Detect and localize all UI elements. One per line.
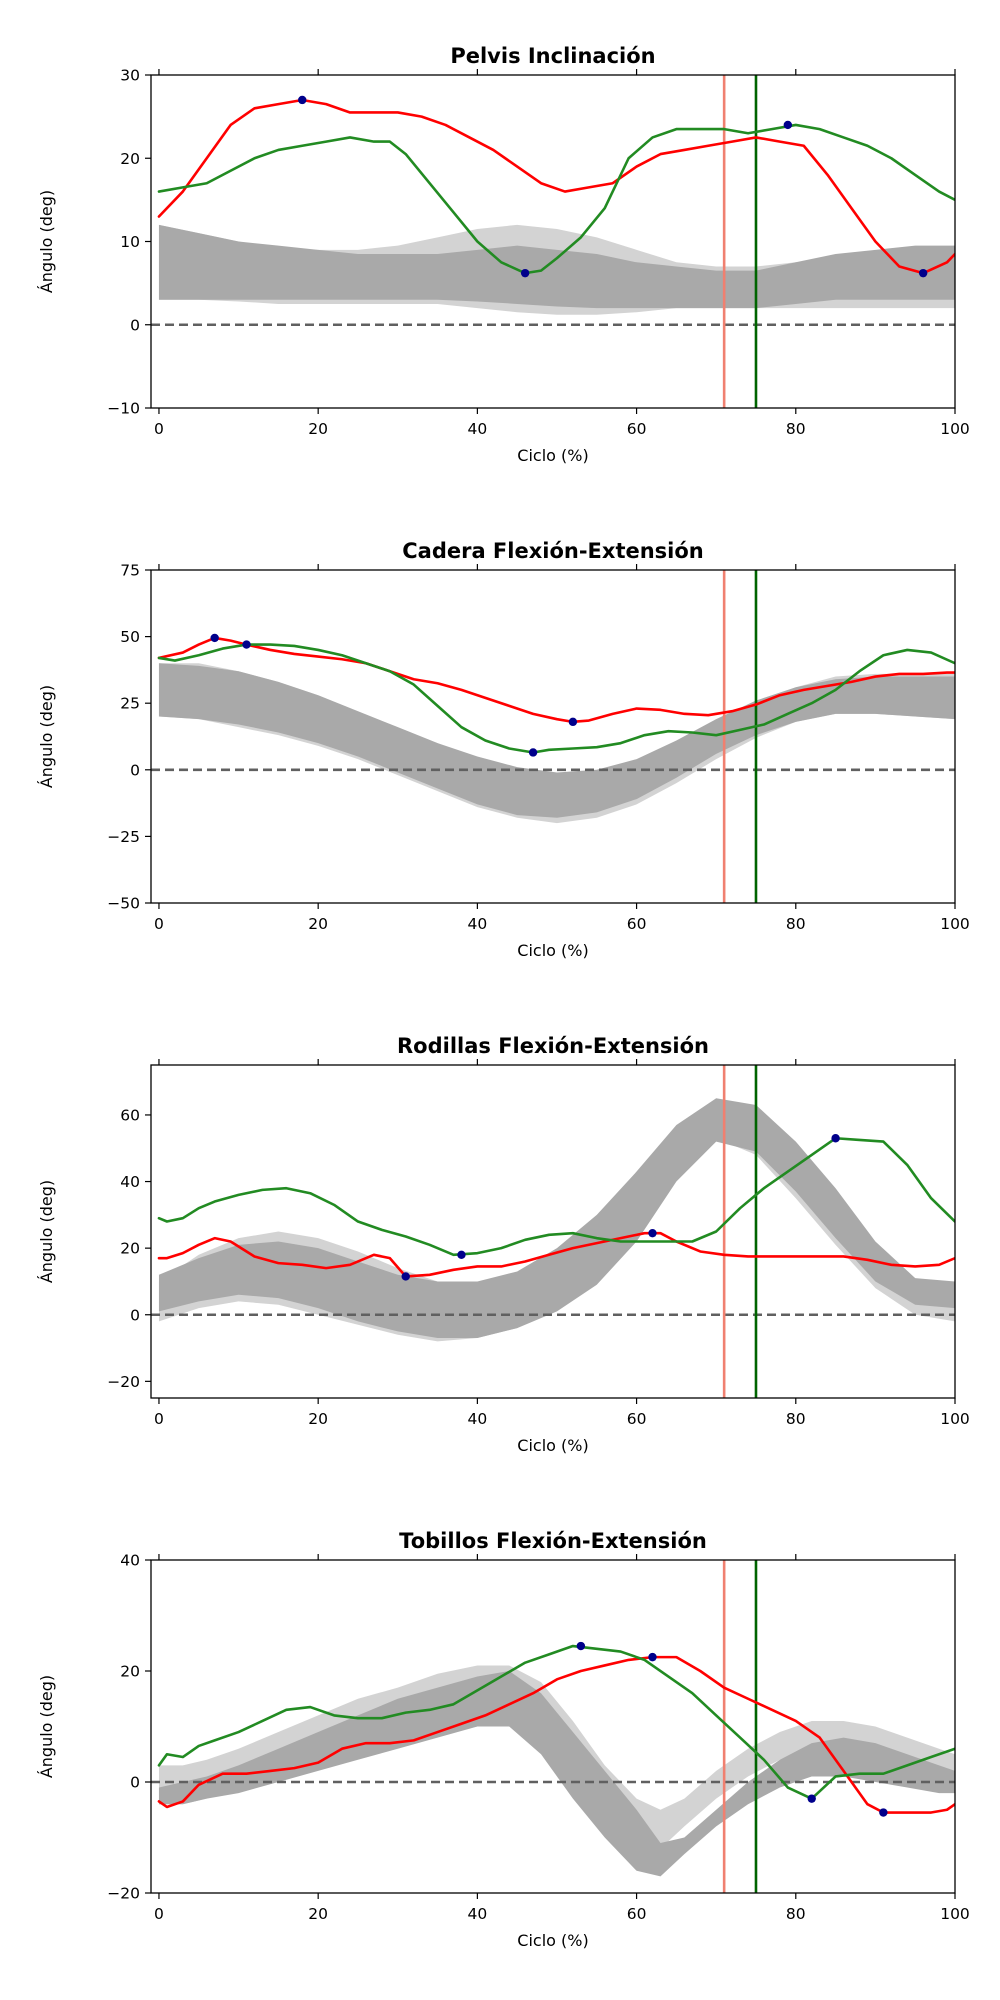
series-line-red <box>157 1231 955 1278</box>
x-tick-label: 80 <box>786 1905 806 1923</box>
x-tick-label: 20 <box>308 1905 328 1923</box>
x-tick-label: 20 <box>308 915 328 933</box>
x-tick-label: 40 <box>468 1410 488 1428</box>
axes-frame <box>150 1559 956 1894</box>
peak-marker <box>242 640 251 649</box>
peak-marker <box>648 1652 657 1662</box>
x-tick-label: 20 <box>308 1410 328 1428</box>
x-tick-label: 80 <box>786 915 806 933</box>
peak-marker <box>918 268 928 278</box>
plot-area <box>151 1560 955 1893</box>
y-tick-label: −50 <box>107 895 140 913</box>
x-axis-label: Ciclo (%) <box>517 1931 588 1950</box>
axes-frame <box>150 569 956 904</box>
x-tick-label: 40 <box>468 420 488 438</box>
normative-band-2 <box>158 1098 955 1339</box>
peak-marker <box>210 633 219 643</box>
peak-marker <box>401 1272 410 1281</box>
peak-marker <box>879 1808 888 1817</box>
series-line-green <box>157 123 955 275</box>
y-axis-label: Ángulo (deg) <box>37 1675 56 1778</box>
y-tick-label: 50 <box>120 628 140 646</box>
x-tick-label: 0 <box>154 1410 164 1428</box>
chart-title: Cadera Flexión-Extensión <box>402 539 704 563</box>
y-axis-label: Ángulo (deg) <box>37 1180 56 1283</box>
chart-panel: 0 20 40 60 80 100 −20 0 20 40 Tobillos Flexión-Ext… <box>37 1529 970 1950</box>
x-tick-label: 0 <box>154 420 164 438</box>
peak-marker <box>576 1641 586 1651</box>
y-tick-label: 0 <box>130 1306 140 1324</box>
y-tick-label: 25 <box>120 695 140 713</box>
y-tick-label: 40 <box>120 1173 140 1191</box>
y-tick-label: −20 <box>107 1373 140 1391</box>
y-tick-label: 20 <box>120 1240 140 1258</box>
y-axis-label: Ángulo (deg) <box>37 190 56 293</box>
x-tick-label: 20 <box>308 420 328 438</box>
y-tick-label: −20 <box>107 1885 140 1903</box>
normative-band-2 <box>158 663 955 818</box>
chart-panel: 0 20 40 60 80 100 −20 0 20 40 60 Rodillas Flexión-E… <box>37 1034 970 1455</box>
y-tick-label: 30 <box>120 67 140 85</box>
series-line-green <box>157 1644 955 1800</box>
chart-panel: 0 20 40 60 80 100 −50 −25 0 25 50 75 Cadera Flexión-… <box>37 539 970 960</box>
x-tick-label: 40 <box>468 1905 488 1923</box>
x-tick-label: 80 <box>786 1410 806 1428</box>
series-line-red <box>157 98 955 275</box>
x-tick-label: 60 <box>627 1905 647 1923</box>
y-tick-label: −25 <box>107 828 140 846</box>
y-tick-label: 0 <box>130 1774 140 1792</box>
peak-marker <box>783 120 793 130</box>
plot-area <box>151 1065 955 1398</box>
peak-marker <box>520 268 530 278</box>
peak-marker <box>568 717 578 727</box>
x-tick-label: 100 <box>940 915 970 933</box>
series-line-red <box>157 636 955 724</box>
x-tick-label: 60 <box>627 915 647 933</box>
series-line-green <box>157 1136 955 1257</box>
x-tick-label: 60 <box>627 1410 647 1428</box>
x-tick-label: 0 <box>154 915 164 933</box>
x-tick-label: 80 <box>786 420 806 438</box>
series-line-green <box>157 643 955 754</box>
y-tick-label: 40 <box>120 1552 140 1570</box>
series-line-red <box>157 1655 955 1814</box>
axes-frame <box>150 1064 956 1399</box>
x-tick-label: 100 <box>940 1410 970 1428</box>
y-axis-label: Ángulo (deg) <box>37 685 56 788</box>
y-tick-label: 20 <box>120 1663 140 1681</box>
y-tick-label: 60 <box>120 1106 140 1124</box>
x-tick-label: 0 <box>154 1905 164 1923</box>
y-tick-label: −10 <box>107 400 140 418</box>
x-axis-label: Ciclo (%) <box>517 941 588 960</box>
peak-marker <box>298 95 307 105</box>
y-tick-label: 0 <box>130 316 140 334</box>
x-axis-label: Ciclo (%) <box>517 1436 588 1455</box>
normative-band-2 <box>158 1671 955 1877</box>
peak-marker <box>457 1250 466 1260</box>
x-tick-label: 40 <box>468 915 488 933</box>
plot-area <box>151 570 955 903</box>
peak-marker <box>831 1134 840 1143</box>
y-tick-label: 75 <box>120 562 140 580</box>
y-tick-label: 0 <box>130 761 140 779</box>
peak-marker <box>528 748 538 757</box>
y-tick-label: 10 <box>120 233 140 251</box>
x-axis-label: Ciclo (%) <box>517 446 588 465</box>
chart-panel: 0 20 40 60 80 100 −10 0 10 20 30 Pelvis Inclinación… <box>37 44 970 465</box>
x-tick-label: 60 <box>627 420 647 438</box>
y-tick-label: 20 <box>120 150 140 168</box>
chart-title: Rodillas Flexión-Extensión <box>397 1034 709 1058</box>
peak-marker <box>648 1228 657 1238</box>
plot-area <box>151 75 955 408</box>
x-tick-label: 100 <box>940 1905 970 1923</box>
chart-title: Pelvis Inclinación <box>450 44 655 68</box>
x-tick-label: 100 <box>940 420 970 438</box>
chart-title: Tobillos Flexión-Extensión <box>399 1529 707 1553</box>
peak-marker <box>807 1794 816 1803</box>
